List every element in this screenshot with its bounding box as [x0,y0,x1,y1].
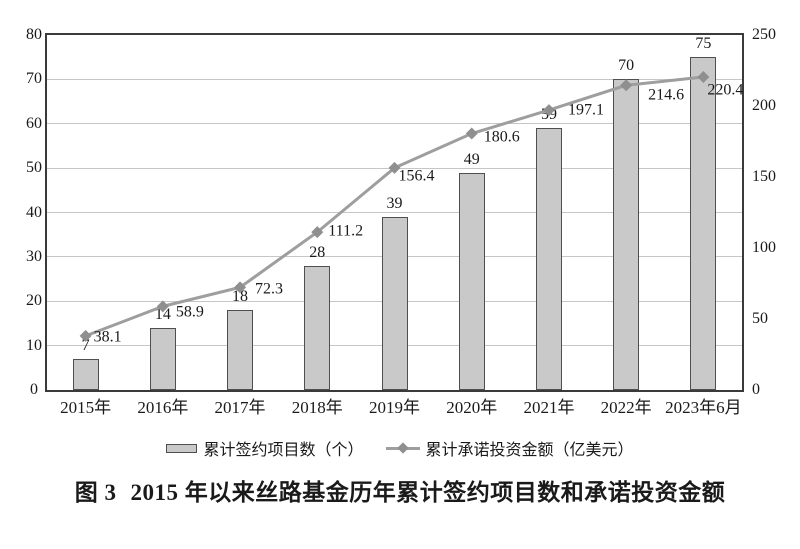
line-value-label: 111.2 [328,222,364,240]
bar [535,128,562,390]
left-axis-tick: 10 [26,336,42,354]
figure-caption: 图 3 2015 年以来丝路基金历年累计签约项目数和承诺投资金额 [0,473,800,507]
line-marker-icon [697,71,710,84]
line-marker-icon [79,329,92,342]
line-marker-icon [311,226,324,239]
bar [72,358,99,390]
bar-value-label: 75 [695,35,712,53]
x-axis-label: 2023年6月 [665,398,742,417]
legend-label-bars: 累计签约项目数（个） [203,442,364,459]
x-axis-label: 2019年 [369,398,420,417]
line-value-label: 38.1 [93,328,122,346]
line-value-label: 156.4 [398,167,435,185]
caption-number: 图 3 [74,480,117,505]
line-value-label: 220.4 [707,81,744,99]
x-axis-label: 2018年 [291,398,343,417]
bar-value-label: 28 [309,243,326,261]
diamond-marker-icon [396,442,409,454]
bar [381,216,408,390]
bar-value-label: 49 [463,150,480,168]
gridline [47,212,742,213]
legend: 累计签约项目数（个） 累计承诺投资金额（亿美元） [0,436,800,460]
right-axis-tick: 150 [752,168,776,185]
left-axis-tick: 50 [26,159,42,177]
line-value-label: 72.3 [255,280,284,298]
line-series-swatch-icon [385,442,420,454]
line-marker-icon [620,79,633,92]
bar [458,172,485,390]
bar-series-swatch-icon [166,443,198,453]
x-axis-label: 2015年 [60,398,112,417]
left-axis-tick: 20 [26,292,42,310]
x-axis-label: 2020年 [446,398,498,417]
bar [690,57,717,390]
left-axis-tick: 80 [26,26,42,43]
left-axis-tick: 0 [30,381,38,398]
line-path [85,75,704,338]
legend-label-line: 累计承诺投资金额（亿美元） [425,442,634,459]
gridline [47,123,742,125]
right-axis-tick: 0 [752,381,760,398]
x-axis-label: 2017年 [214,398,266,417]
bar-value-label: 18 [232,288,249,306]
right-axis-tick: 250 [752,26,776,43]
bar [304,265,331,390]
line-marker-icon [542,104,555,117]
gridline [47,78,742,80]
plot-frame [45,33,744,392]
left-axis-tick: 30 [26,247,42,265]
line-value-label: 180.6 [483,128,520,146]
bar-value-label: 7 [81,336,90,354]
legend-item-line: 累计承诺投资金额（亿美元） [385,436,634,460]
x-axis-label: 2021年 [523,398,575,417]
line-value-label: 214.6 [648,86,685,104]
bar [227,310,254,390]
combo-chart: 0 10 20 30 40 50 60 70 80 0 50 100 150 200 250 7 14 18 28 3… [26,26,776,417]
line-value-label: 197.1 [567,101,604,119]
line-value-label: 58.9 [175,303,204,321]
left-axis-tick: 60 [26,114,42,132]
bar [613,79,640,390]
right-axis-tick: 50 [752,310,768,327]
bar-value-label: 70 [618,57,635,75]
x-axis-label: 2022年 [600,398,652,417]
x-axis-label: 2016年 [137,398,189,417]
left-axis-tick: 70 [26,70,42,88]
bar [149,327,176,390]
right-axis-tick: 100 [752,239,776,256]
line-marker-icon [234,281,247,294]
right-axis-tick: 200 [752,97,776,114]
bar-value-label: 14 [154,305,171,323]
left-axis-tick: 40 [26,203,42,221]
line-marker-icon [156,300,169,313]
bar-value-label: 39 [386,194,403,212]
line-marker-icon [388,161,401,174]
legend-item-bars: 累计签约项目数（个） [166,436,364,460]
trend-line [79,71,710,342]
line-marker-icon [465,127,478,140]
caption-text: 2015 年以来丝路基金历年累计签约项目数和承诺投资金额 [130,480,726,505]
